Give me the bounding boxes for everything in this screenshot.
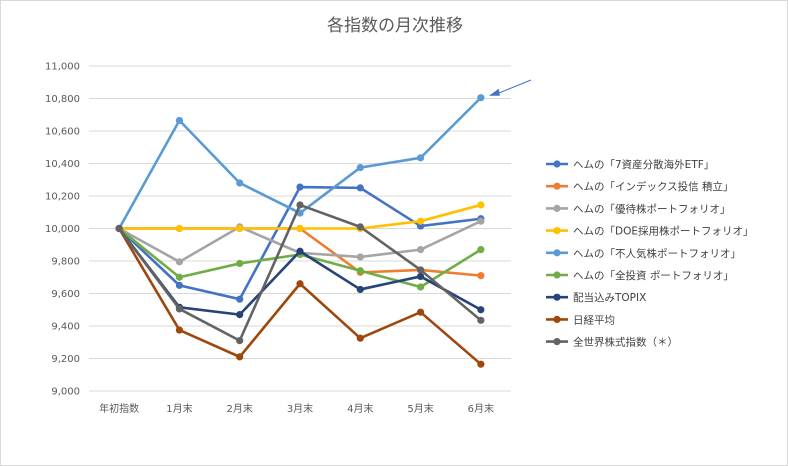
data-point: [477, 217, 485, 225]
data-point: [416, 217, 425, 225]
annotation-arrowhead: [488, 88, 500, 96]
legend-marker: [553, 249, 561, 257]
x-tick-label: 3月末: [287, 402, 313, 415]
data-point: [236, 259, 244, 268]
legend-label: ヘムの「全投資 ポートフォリオ」: [573, 269, 734, 282]
x-tick-label: 1月末: [166, 402, 192, 415]
data-point: [175, 116, 184, 125]
data-point: [175, 281, 184, 289]
legend-marker: [553, 160, 561, 168]
data-point: [416, 283, 425, 291]
y-tick-label: 9,400: [51, 322, 80, 333]
data-point: [356, 163, 364, 172]
data-point: [296, 201, 304, 209]
data-point: [115, 224, 123, 233]
data-point: [356, 184, 364, 192]
y-tick-label: 11,000: [45, 62, 80, 73]
data-point: [356, 223, 364, 231]
data-point: [477, 246, 485, 254]
series-9: [115, 201, 485, 345]
legend-marker: [553, 227, 561, 235]
data-point: [477, 272, 485, 280]
legend-marker: [553, 204, 561, 212]
legend-item: ヘムの「全投資 ポートフォリオ」: [546, 269, 734, 282]
data-point: [296, 224, 304, 233]
data-point: [356, 253, 364, 261]
data-point: [416, 272, 425, 281]
legend: ヘムの「7資産分散海外ETF」ヘムの「インデックス投信 積立」ヘムの「優待株ポー…: [546, 158, 753, 349]
x-tick-label: 年初指数: [99, 402, 139, 415]
data-point: [356, 334, 364, 342]
x-tick-label: 5月末: [407, 402, 433, 415]
y-tick-label: 10,600: [45, 127, 80, 138]
legend-marker: [553, 271, 561, 279]
data-point: [175, 326, 184, 334]
legend-label: 全世界株式指数（＊）: [573, 336, 678, 349]
legend-label: 日経平均: [573, 313, 615, 326]
y-tick-label: 10,200: [45, 192, 80, 203]
data-point: [416, 308, 425, 316]
data-point: [236, 224, 244, 233]
legend-item: 全世界株式指数（＊）: [546, 336, 678, 349]
y-tick-label: 9,800: [51, 257, 80, 268]
legend-label: ヘムの「7資産分散海外ETF」: [573, 158, 714, 171]
chart-title: 各指数の月次推移: [327, 16, 463, 36]
data-point: [175, 224, 184, 233]
data-point: [175, 305, 184, 313]
data-point: [236, 337, 244, 345]
data-point: [296, 247, 304, 255]
data-point: [356, 285, 364, 294]
series-lines: [115, 94, 485, 368]
x-axis-ticks: 年初指数 1月末 2月末 3月末 4月末 5月末 6月末: [99, 402, 494, 415]
legend-item: ヘムの「不人気株ポートフォリオ」: [546, 247, 741, 260]
legend-marker: [553, 182, 561, 190]
y-tick-label: 10,800: [45, 94, 80, 105]
legend-label: ヘムの「DOE採用株ポートフォリオ」: [573, 225, 753, 238]
data-point: [236, 295, 244, 303]
data-point: [416, 154, 425, 162]
data-point: [296, 280, 304, 288]
x-tick-label: 2月末: [227, 402, 253, 415]
legend-label: ヘムの「優待株ポートフォリオ」: [573, 202, 731, 215]
data-point: [416, 246, 425, 254]
data-point: [236, 353, 244, 361]
legend-item: ヘムの「インデックス投信 積立」: [546, 180, 734, 193]
data-point: [236, 311, 244, 319]
x-tick-label: 6月末: [468, 402, 494, 415]
legend-item: ヘムの「7資産分散海外ETF」: [546, 158, 714, 171]
annotation-arrow: [494, 79, 532, 96]
legend-marker: [553, 293, 561, 301]
y-tick-label: 10,000: [45, 224, 80, 235]
legend-label: ヘムの「不人気株ポートフォリオ」: [573, 247, 741, 260]
y-tick-label: 10,400: [45, 159, 80, 170]
legend-item: ヘムの「DOE採用株ポートフォリオ」: [546, 225, 753, 238]
y-tick-label: 9,600: [51, 289, 80, 300]
data-point: [296, 183, 304, 191]
data-point: [477, 94, 485, 102]
legend-label: 配当込みTOPIX: [573, 291, 646, 304]
x-tick-label: 4月末: [347, 402, 373, 415]
data-point: [175, 273, 184, 281]
y-tick-label: 9,200: [51, 354, 80, 365]
legend-marker: [553, 315, 561, 323]
data-point: [477, 316, 485, 324]
legend-marker: [553, 338, 561, 346]
legend-item: ヘムの「優待株ポートフォリオ」: [546, 202, 731, 215]
data-point: [477, 306, 485, 314]
data-point: [236, 179, 244, 187]
legend-item: 配当込みTOPIX: [546, 291, 646, 304]
data-point: [175, 258, 184, 266]
data-point: [477, 201, 485, 209]
data-point: [477, 360, 485, 368]
annotation: [488, 79, 532, 96]
y-tick-label: 9,000: [51, 387, 80, 398]
data-point: [356, 267, 364, 275]
legend-label: ヘムの「インデックス投信 積立」: [573, 180, 734, 193]
y-axis-ticks: 9,000 9,200 9,400 9,600 9,800 10,000 10,200 10,…: [45, 62, 80, 398]
series-8: [115, 224, 485, 368]
data-point: [416, 266, 425, 274]
legend-item: 日経平均: [546, 313, 615, 326]
